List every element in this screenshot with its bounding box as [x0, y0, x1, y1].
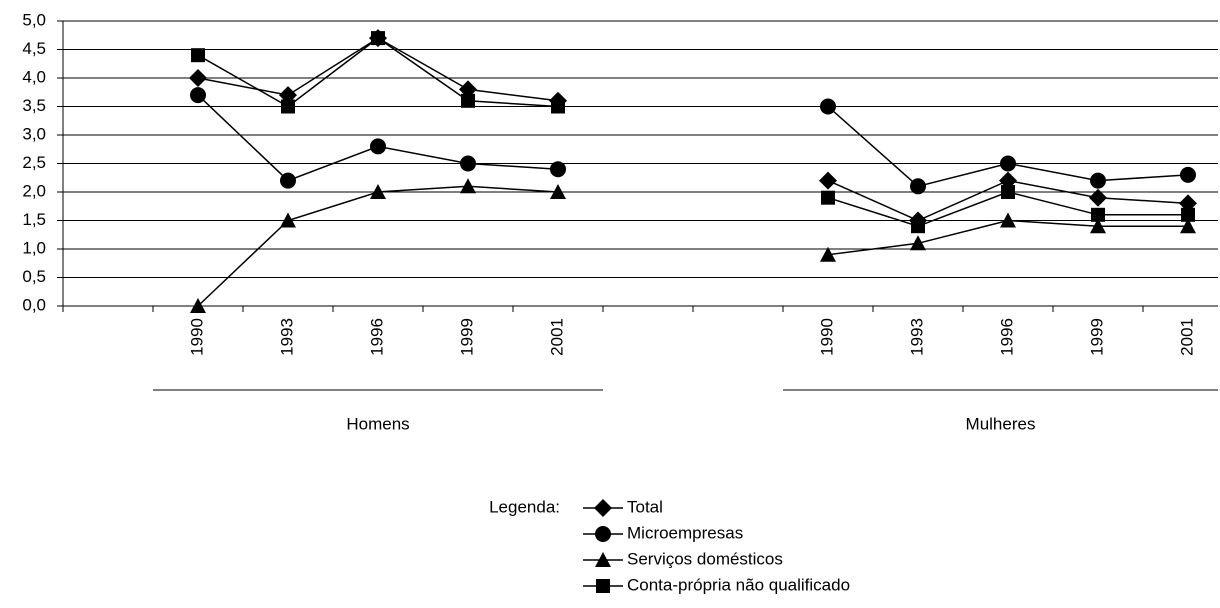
- marker: [190, 298, 206, 313]
- marker: [461, 93, 475, 108]
- legend-label: Microempresas: [627, 523, 743, 542]
- marker: [370, 138, 386, 155]
- series-line: [197, 37, 1188, 227]
- y-tick-label: 1,5: [22, 210, 46, 229]
- marker: [190, 87, 206, 104]
- y-tick-label: 4,5: [22, 39, 46, 58]
- x-tick-label: 2001: [547, 318, 566, 356]
- marker: [1180, 218, 1196, 234]
- marker: [1089, 188, 1107, 207]
- marker: [1181, 207, 1195, 222]
- marker: [595, 552, 611, 567]
- x-tick-label: 1993: [907, 318, 926, 356]
- legend-label: Conta-própria não qualificado: [627, 575, 850, 594]
- marker: [819, 171, 837, 190]
- x-tick-label: 1999: [457, 318, 476, 356]
- marker: [280, 172, 296, 189]
- marker: [550, 184, 566, 199]
- x-tick-label: 1990: [187, 318, 206, 356]
- y-tick-label: 2,0: [22, 181, 46, 200]
- y-tick-label: 2,5: [22, 153, 46, 172]
- marker: [1001, 185, 1015, 199]
- legend-label: Serviços domésticos: [627, 549, 783, 568]
- x-tick-label: 1990: [817, 318, 836, 356]
- x-tick-label: 1993: [277, 318, 296, 356]
- y-tick-label: 3,0: [22, 124, 46, 143]
- marker: [910, 178, 926, 195]
- legend-title: Legenda:: [489, 497, 560, 516]
- marker: [594, 499, 612, 517]
- marker: [550, 161, 566, 178]
- marker: [1000, 212, 1016, 228]
- marker: [1180, 166, 1196, 183]
- legend-label: Total: [627, 497, 663, 516]
- series-line: [197, 185, 1188, 307]
- marker: [596, 579, 610, 593]
- marker: [1090, 172, 1106, 189]
- group-label: Mulheres: [966, 414, 1036, 433]
- marker: [460, 155, 476, 172]
- y-tick-label: 5,0: [22, 10, 46, 29]
- marker: [1091, 207, 1105, 222]
- y-tick-label: 3,5: [22, 96, 46, 115]
- series-line: [197, 94, 1189, 188]
- x-tick-label: 1996: [997, 318, 1016, 356]
- marker: [1000, 155, 1016, 172]
- marker: [189, 69, 207, 87]
- marker: [821, 190, 835, 205]
- y-tick-label: 0,5: [22, 267, 46, 286]
- marker: [1090, 218, 1106, 234]
- marker: [281, 99, 295, 114]
- group-label: Homens: [346, 414, 409, 433]
- y-tick-label: 4,0: [22, 67, 46, 86]
- y-tick-label: 0,0: [22, 295, 46, 314]
- marker: [910, 235, 926, 251]
- x-tick-label: 2001: [1177, 318, 1196, 356]
- marker: [820, 98, 836, 115]
- marker: [370, 184, 386, 199]
- marker: [460, 178, 476, 194]
- marker: [911, 219, 925, 234]
- y-tick-label: 1,0: [22, 238, 46, 257]
- marker: [820, 246, 836, 262]
- series-line: [197, 37, 1189, 222]
- marker: [191, 48, 205, 63]
- x-tick-label: 1999: [1087, 318, 1106, 356]
- x-tick-label: 1996: [367, 318, 386, 356]
- marker: [280, 212, 296, 228]
- marker: [551, 99, 565, 114]
- marker: [595, 526, 611, 542]
- marker: [371, 31, 385, 46]
